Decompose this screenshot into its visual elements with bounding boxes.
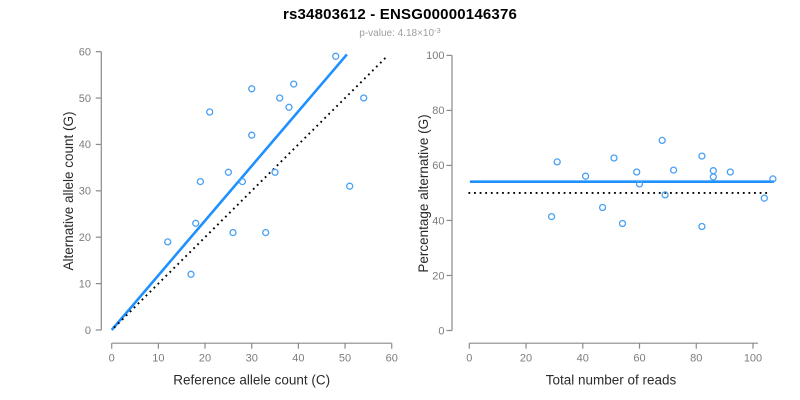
y-tick-label: 20 xyxy=(432,270,444,282)
data-point xyxy=(547,212,556,221)
data-point xyxy=(290,80,298,88)
data-point xyxy=(698,152,706,160)
data-point xyxy=(276,94,284,102)
x-tick-label: 40 xyxy=(577,353,589,365)
data-point xyxy=(610,154,618,162)
x-tick-label: 80 xyxy=(690,353,702,365)
data-point xyxy=(633,168,641,176)
left-yaxis-title: Alternative allele count (G) xyxy=(61,111,76,270)
left-xaxis-title: Reference allele count (C) xyxy=(173,373,330,388)
x-tick-label: 0 xyxy=(466,353,472,365)
data-point xyxy=(618,219,627,228)
data-point xyxy=(760,194,768,202)
figure-subtitle: p-value: 4.18×10-3 xyxy=(0,26,800,39)
data-point xyxy=(553,158,561,166)
y-tick-label: 0 xyxy=(438,325,444,337)
data-point xyxy=(332,52,340,60)
x-tick-label: 20 xyxy=(199,353,211,365)
data-point xyxy=(726,168,734,176)
x-tick-label: 10 xyxy=(152,353,164,365)
data-point xyxy=(709,173,717,181)
data-point xyxy=(248,131,256,139)
y-tick-label: 100 xyxy=(426,50,444,62)
y-tick-label: 50 xyxy=(79,93,91,105)
data-point xyxy=(229,228,237,237)
figure-title: rs34803612 - ENSG00000146376 xyxy=(282,6,518,23)
y-tick-label: 30 xyxy=(79,186,91,198)
data-point xyxy=(658,136,666,145)
data-point xyxy=(238,177,247,186)
data-point xyxy=(285,103,293,111)
x-tick-label: 60 xyxy=(386,353,398,365)
y-tick-label: 80 xyxy=(432,105,444,117)
x-tick-label: 100 xyxy=(744,353,762,365)
data-point xyxy=(709,167,717,175)
data-point xyxy=(187,270,195,278)
data-point xyxy=(669,166,678,174)
data-point xyxy=(581,172,590,180)
x-tick-label: 20 xyxy=(520,353,532,365)
y-tick-label: 60 xyxy=(432,160,444,172)
data-point xyxy=(206,108,214,116)
x-tick-label: 0 xyxy=(109,353,115,365)
y-tick-label: 0 xyxy=(85,325,91,337)
data-point xyxy=(360,94,368,102)
data-point xyxy=(598,203,607,212)
right-scatter-plot: 0 20 40 60 80 100 0 20 40 60 80 100 xyxy=(426,50,777,365)
data-point xyxy=(271,168,279,176)
data-point xyxy=(661,191,669,199)
p-value-exponent: -3 xyxy=(434,26,441,35)
data-point xyxy=(769,175,777,183)
y-tick-label: 60 xyxy=(79,46,91,58)
data-point xyxy=(262,228,270,237)
y-tick-label: 40 xyxy=(432,215,444,227)
x-tick-label: 50 xyxy=(339,353,351,365)
x-tick-label: 30 xyxy=(246,353,258,365)
data-point xyxy=(635,180,644,188)
data-point xyxy=(346,182,354,190)
y-tick-label: 10 xyxy=(79,278,91,290)
data-point xyxy=(196,177,205,186)
data-point xyxy=(192,219,200,227)
left-scatter-plot: 0 10 20 30 40 50 60 0 10 20 30 40 50 60 xyxy=(79,46,398,364)
identity-line xyxy=(113,54,389,329)
y-tick-label: 20 xyxy=(79,232,91,244)
data-point xyxy=(224,168,233,176)
right-yaxis-title: Percentage alternative (G) xyxy=(416,114,431,272)
y-tick-label: 40 xyxy=(79,139,91,151)
x-tick-label: 60 xyxy=(633,353,645,365)
data-point xyxy=(248,85,256,93)
data-point xyxy=(164,238,172,246)
right-xaxis-title: Total number of reads xyxy=(546,373,677,388)
data-point xyxy=(698,222,706,231)
p-value-text: p-value: 4.18×10 xyxy=(359,28,435,39)
x-tick-label: 40 xyxy=(292,353,304,365)
regression-line xyxy=(110,53,348,331)
